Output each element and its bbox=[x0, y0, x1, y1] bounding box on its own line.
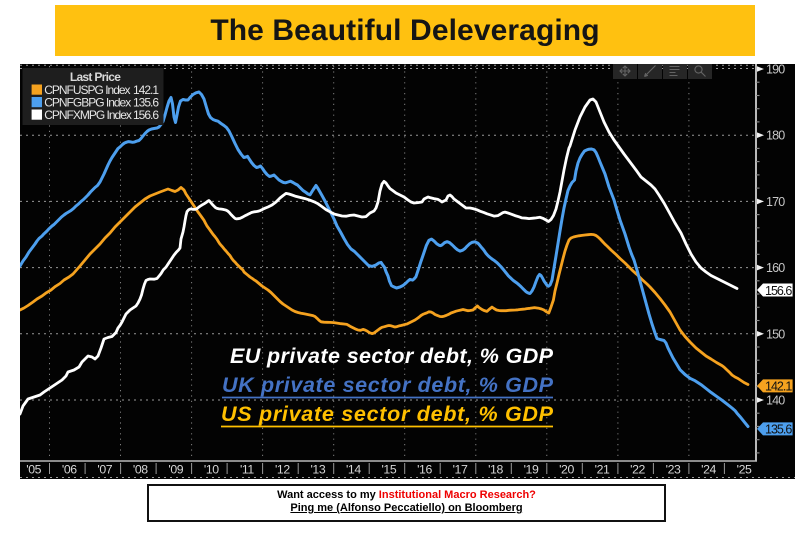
svg-text:Last Price: Last Price bbox=[70, 70, 121, 84]
svg-text:142.1: 142.1 bbox=[133, 83, 159, 97]
svg-text:'12: '12 bbox=[275, 463, 290, 477]
svg-text:'22: '22 bbox=[630, 463, 645, 477]
svg-text:'11: '11 bbox=[240, 463, 254, 477]
svg-text:'16: '16 bbox=[417, 463, 432, 477]
svg-text:156.6: 156.6 bbox=[765, 284, 792, 298]
svg-text:'08: '08 bbox=[133, 463, 148, 477]
svg-text:'24: '24 bbox=[701, 463, 716, 477]
svg-text:180: 180 bbox=[766, 129, 785, 143]
svg-text:'19: '19 bbox=[524, 463, 539, 477]
svg-text:150: 150 bbox=[766, 327, 785, 341]
svg-text:'20: '20 bbox=[559, 463, 574, 477]
svg-text:'13: '13 bbox=[310, 463, 325, 477]
svg-text:'05: '05 bbox=[26, 463, 41, 477]
svg-text:'17: '17 bbox=[453, 463, 468, 477]
svg-text:'23: '23 bbox=[666, 463, 681, 477]
svg-text:CPNFUSPG Index: CPNFUSPG Index bbox=[44, 83, 130, 97]
svg-text:'15: '15 bbox=[381, 463, 396, 477]
svg-text:CPNFXMPG Index: CPNFXMPG Index bbox=[44, 108, 132, 122]
svg-text:'09: '09 bbox=[168, 463, 183, 477]
svg-text:'10: '10 bbox=[204, 463, 219, 477]
svg-text:135.6: 135.6 bbox=[133, 95, 159, 109]
svg-text:135.6: 135.6 bbox=[765, 423, 792, 437]
svg-text:EU private sector debt, % GDP: EU private sector debt, % GDP bbox=[230, 344, 554, 368]
svg-text:156.6: 156.6 bbox=[133, 108, 159, 122]
svg-text:'18: '18 bbox=[488, 463, 503, 477]
svg-text:142.1: 142.1 bbox=[765, 380, 792, 394]
svg-text:'25: '25 bbox=[737, 463, 752, 477]
svg-text:'06: '06 bbox=[62, 463, 77, 477]
svg-text:140: 140 bbox=[766, 394, 785, 408]
svg-text:US private sector debt, % GDP: US private sector debt, % GDP bbox=[221, 402, 554, 426]
svg-text:'21: '21 bbox=[595, 463, 610, 477]
svg-text:160: 160 bbox=[766, 261, 785, 275]
svg-text:'07: '07 bbox=[97, 463, 112, 477]
svg-text:190: 190 bbox=[766, 64, 785, 77]
svg-text:CPNFGBPG Index: CPNFGBPG Index bbox=[44, 95, 131, 109]
svg-text:170: 170 bbox=[766, 195, 785, 209]
svg-text:UK private sector debt, % GDP: UK private sector debt, % GDP bbox=[222, 373, 554, 397]
svg-text:'14: '14 bbox=[346, 463, 361, 477]
